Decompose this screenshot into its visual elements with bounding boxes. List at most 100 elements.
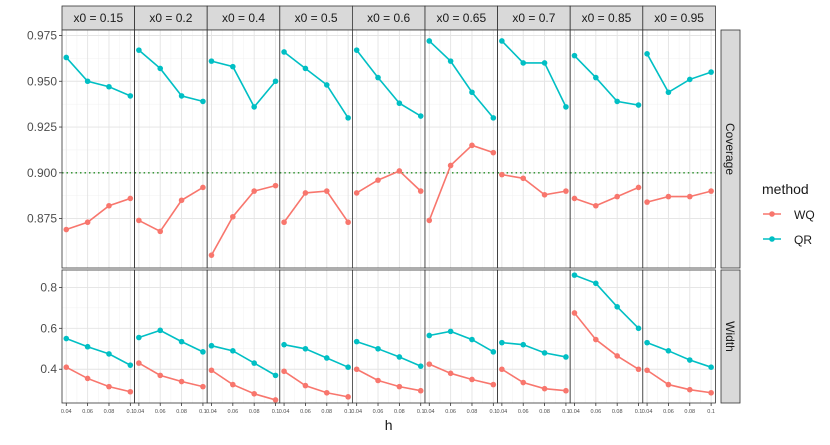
data-point-qr bbox=[593, 280, 599, 287]
data-point-qr bbox=[375, 345, 381, 352]
data-point-qr bbox=[157, 327, 164, 334]
x-tick-label: 0.1 bbox=[490, 409, 498, 415]
series-line-qr bbox=[574, 274, 640, 329]
series-line-qr bbox=[138, 49, 204, 103]
x-tick-label: 0.08 bbox=[539, 409, 550, 415]
data-point-wq bbox=[490, 149, 497, 156]
data-point-qr bbox=[520, 60, 527, 66]
y-tick-label: 0.950 bbox=[27, 74, 57, 88]
x-tick-label: 0.08 bbox=[104, 409, 115, 415]
x-tick-label: 0.04 bbox=[206, 409, 217, 415]
legend-label: WQ bbox=[794, 208, 815, 222]
facet-strip-row bbox=[720, 29, 741, 269]
data-point-wq bbox=[614, 193, 620, 200]
data-point-wq bbox=[426, 361, 433, 367]
data-point-wq bbox=[208, 252, 215, 258]
x-tick-label: 0.08 bbox=[249, 409, 260, 415]
data-point-qr bbox=[63, 54, 70, 61]
data-point-qr bbox=[345, 115, 351, 121]
data-point-wq bbox=[520, 379, 527, 386]
data-point-qr bbox=[106, 351, 112, 357]
data-point-qr bbox=[323, 82, 330, 88]
data-point-wq bbox=[345, 219, 351, 226]
data-point-wq bbox=[396, 168, 403, 174]
facet-strip-column bbox=[134, 5, 208, 31]
data-point-wq bbox=[200, 383, 206, 390]
data-point-qr bbox=[665, 348, 672, 354]
series-line-wq bbox=[283, 190, 349, 223]
data-point-qr bbox=[644, 339, 650, 346]
series-line-qr bbox=[211, 344, 276, 377]
data-point-wq bbox=[157, 228, 164, 235]
x-tick-label: 0.06 bbox=[518, 409, 529, 415]
x-tick-label: 0.06 bbox=[155, 409, 166, 415]
x-tick-label: 0.08 bbox=[467, 409, 478, 415]
data-point-qr bbox=[302, 65, 309, 72]
data-point-wq bbox=[178, 197, 185, 204]
x-tick-label: 0.08 bbox=[321, 409, 332, 415]
y-tick-label: 0.6 bbox=[40, 321, 57, 335]
y-tick-label: 0.875 bbox=[27, 212, 57, 226]
x-tick-label: 0.08 bbox=[684, 409, 695, 415]
data-point-wq bbox=[644, 199, 650, 205]
series-line-qr bbox=[501, 40, 567, 108]
x-tick-label: 0.08 bbox=[176, 409, 187, 415]
data-point-qr bbox=[417, 113, 424, 119]
data-point-qr bbox=[541, 350, 548, 356]
data-point-qr bbox=[353, 47, 360, 53]
data-point-wq bbox=[230, 213, 236, 220]
data-point-wq bbox=[396, 383, 403, 390]
data-point-qr bbox=[417, 363, 424, 369]
x-tick-label: 0.08 bbox=[394, 409, 405, 415]
data-point-qr bbox=[136, 334, 142, 341]
data-point-wq bbox=[136, 217, 142, 224]
data-point-wq bbox=[447, 162, 454, 169]
data-point-qr bbox=[635, 325, 642, 332]
series-line-wq bbox=[501, 368, 567, 392]
data-point-qr bbox=[708, 69, 714, 75]
data-point-qr bbox=[469, 89, 475, 96]
data-point-wq bbox=[499, 171, 505, 178]
series-line-qr bbox=[211, 60, 277, 109]
series-line-qr bbox=[646, 53, 712, 94]
data-point-wq bbox=[563, 188, 569, 194]
data-point-wq bbox=[375, 377, 381, 384]
data-point-qr bbox=[520, 341, 527, 348]
data-point-wq bbox=[417, 387, 424, 394]
data-point-qr bbox=[635, 102, 642, 108]
data-point-wq bbox=[127, 388, 134, 395]
data-point-wq bbox=[353, 366, 360, 373]
x-tick-label: 0.06 bbox=[663, 409, 674, 415]
series-line-wq bbox=[211, 369, 276, 401]
facet-strip-column bbox=[61, 5, 135, 31]
data-point-qr bbox=[541, 60, 548, 66]
data-point-qr bbox=[84, 78, 91, 85]
series-line-qr bbox=[428, 40, 494, 119]
data-point-wq bbox=[84, 219, 91, 226]
facet-strip-label: x0 = 0.65 bbox=[436, 11, 486, 25]
data-point-qr bbox=[614, 98, 620, 105]
data-point-qr bbox=[563, 104, 569, 110]
x-tick-label: 0.08 bbox=[612, 409, 623, 415]
legend-key-point bbox=[769, 211, 775, 217]
data-point-wq bbox=[593, 202, 599, 209]
x-tick-label: 0.06 bbox=[373, 409, 384, 415]
data-point-qr bbox=[200, 349, 206, 355]
series-line-wq bbox=[356, 368, 421, 392]
legend-key-point bbox=[769, 236, 775, 242]
data-point-wq bbox=[635, 366, 642, 373]
data-point-wq bbox=[281, 368, 287, 375]
data-point-wq bbox=[499, 366, 505, 373]
series-line-wq bbox=[574, 186, 639, 207]
data-point-wq bbox=[665, 193, 672, 200]
data-point-wq bbox=[469, 376, 475, 383]
data-point-qr bbox=[127, 93, 134, 99]
x-tick-label: 0.04 bbox=[351, 409, 362, 415]
data-point-wq bbox=[281, 219, 287, 226]
data-point-qr bbox=[686, 76, 693, 83]
facet-strip-label: x0 = 0.15 bbox=[73, 11, 123, 25]
data-point-wq bbox=[571, 310, 578, 316]
x-tick-label: 0.1 bbox=[562, 409, 570, 415]
data-point-qr bbox=[281, 49, 287, 55]
